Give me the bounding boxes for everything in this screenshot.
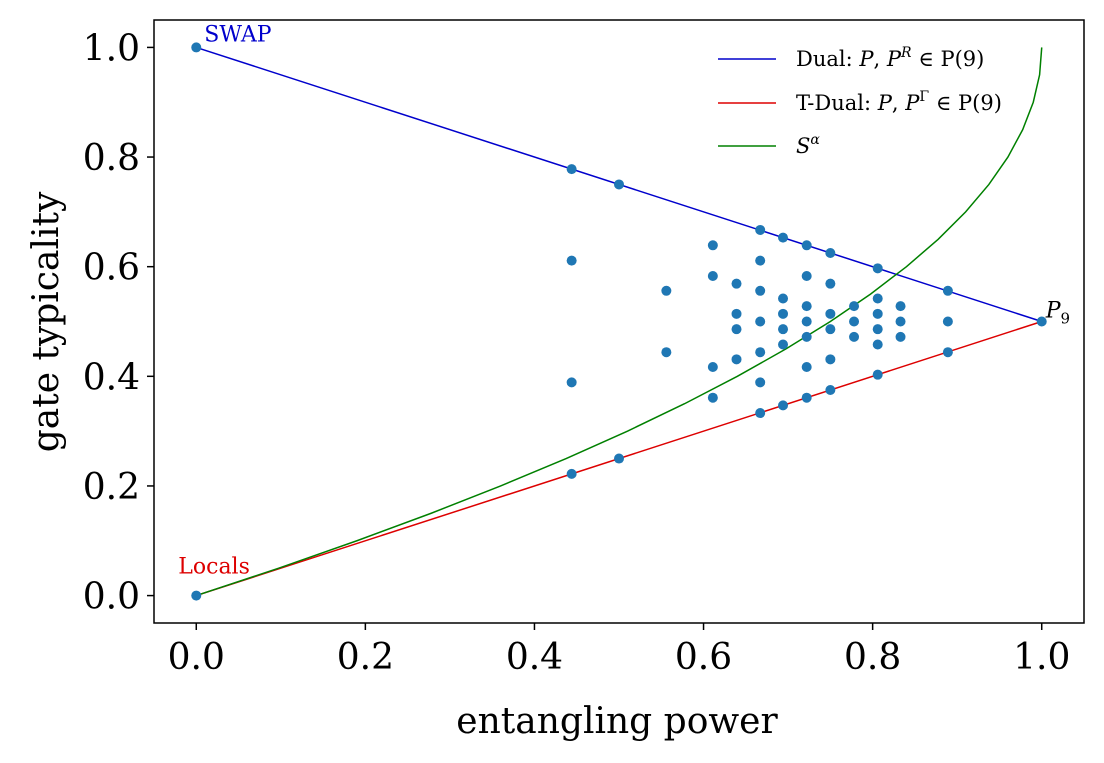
y-tick-label: 0.4 bbox=[83, 357, 140, 398]
y-tick-label: 0.8 bbox=[83, 138, 140, 179]
annotations: SWAP Locals P9 bbox=[178, 22, 1070, 579]
points-layer bbox=[191, 42, 1047, 601]
scatter-point bbox=[755, 377, 766, 388]
scatter-point bbox=[801, 331, 812, 342]
scatter-point bbox=[755, 408, 766, 419]
scatter-point bbox=[566, 377, 577, 388]
scatter-point bbox=[661, 285, 672, 296]
scatter-point bbox=[942, 285, 953, 296]
x-axis-label: entangling power bbox=[456, 701, 778, 742]
scatter-point bbox=[825, 354, 836, 365]
plot-frame bbox=[153, 19, 1085, 624]
y-tick-label: 1.0 bbox=[83, 28, 140, 69]
annotation-locals: Locals bbox=[178, 555, 250, 580]
y-axis: 0.0 0.2 0.4 0.6 0.8 1.0 bbox=[83, 28, 154, 618]
scatter-point bbox=[942, 347, 953, 358]
scatter-point bbox=[872, 293, 883, 304]
scatter-point bbox=[731, 324, 742, 335]
scatter-point bbox=[801, 316, 812, 327]
scatter-point bbox=[755, 316, 766, 327]
scatter-point bbox=[778, 308, 789, 319]
scatter-point bbox=[872, 369, 883, 380]
scatter-point bbox=[614, 453, 624, 464]
legend-label-dual: Dual: P, PR ∈ P(9) bbox=[796, 45, 984, 71]
y-tick-label: 0.2 bbox=[83, 467, 140, 508]
scatter-point bbox=[801, 362, 812, 372]
scatter-point bbox=[661, 347, 672, 358]
scatter-point bbox=[731, 278, 742, 289]
scatter-point bbox=[801, 392, 812, 403]
scatter-point bbox=[801, 240, 812, 251]
scatter-point bbox=[778, 324, 789, 335]
scatter-point bbox=[191, 42, 202, 53]
x-tick-label: 1.0 bbox=[1013, 637, 1070, 678]
scatter-point bbox=[825, 324, 836, 335]
scatter-point bbox=[872, 263, 883, 274]
scatter-point bbox=[895, 316, 906, 327]
scatter-point bbox=[707, 271, 718, 281]
scatter-point bbox=[755, 347, 766, 358]
scatter-point bbox=[566, 164, 577, 175]
x-tick-label: 0.0 bbox=[168, 637, 225, 678]
series-line-2 bbox=[196, 47, 1043, 597]
x-tick-label: 0.6 bbox=[675, 637, 732, 678]
scatter-point bbox=[731, 308, 742, 319]
scatter-point bbox=[731, 354, 742, 365]
scatter-point bbox=[566, 468, 577, 479]
scatter-point bbox=[895, 301, 906, 312]
scatter-point bbox=[755, 224, 766, 235]
scatter-point bbox=[191, 590, 202, 601]
y-tick-label: 0.0 bbox=[83, 577, 140, 618]
scatter-point bbox=[707, 362, 718, 372]
scatter-point bbox=[872, 339, 883, 350]
scatter-point bbox=[849, 301, 860, 312]
scatter-point bbox=[872, 308, 883, 319]
scatter-point bbox=[849, 316, 860, 327]
scatter-point bbox=[825, 247, 836, 258]
scatter-point bbox=[942, 316, 953, 327]
x-tick-label: 0.2 bbox=[337, 637, 394, 678]
scatter-point bbox=[566, 255, 577, 266]
scatter-point bbox=[778, 339, 789, 350]
annotation-swap: SWAP bbox=[204, 22, 271, 47]
scatter-point bbox=[778, 232, 789, 243]
y-axis-label: gate typicality bbox=[26, 191, 67, 452]
x-tick-label: 0.8 bbox=[844, 637, 901, 678]
legend-label-tdual: T-Dual: P, PΓ ∈ P(9) bbox=[796, 89, 1002, 115]
scatter-point bbox=[755, 285, 766, 296]
scatter-point bbox=[707, 392, 718, 403]
scatter-point bbox=[895, 331, 906, 342]
scatter-point bbox=[778, 293, 789, 304]
x-axis: 0.0 0.2 0.4 0.6 0.8 1.0 bbox=[168, 623, 1070, 678]
scatter-point bbox=[755, 255, 766, 266]
scatter-point bbox=[1036, 316, 1047, 327]
legend: Dual: P, PR ∈ P(9) T-Dual: P, PΓ ∈ P(9) … bbox=[718, 45, 1002, 158]
scatter-point bbox=[872, 324, 883, 335]
x-tick-label: 0.4 bbox=[506, 637, 563, 678]
scatter-point bbox=[825, 308, 836, 319]
scatter-point bbox=[849, 331, 860, 342]
legend-label-salpha: Sα bbox=[796, 132, 820, 158]
plot-background bbox=[154, 20, 1084, 623]
scatter-point bbox=[778, 400, 789, 411]
scatter-point bbox=[614, 179, 624, 190]
scatter-point bbox=[801, 301, 812, 312]
y-tick-label: 0.6 bbox=[83, 248, 140, 289]
annotation-p9: P9 bbox=[1045, 299, 1070, 328]
scatter-point bbox=[707, 240, 718, 251]
scatter-point bbox=[825, 385, 836, 396]
scatter-point bbox=[801, 271, 812, 281]
scatter-point bbox=[825, 278, 836, 289]
